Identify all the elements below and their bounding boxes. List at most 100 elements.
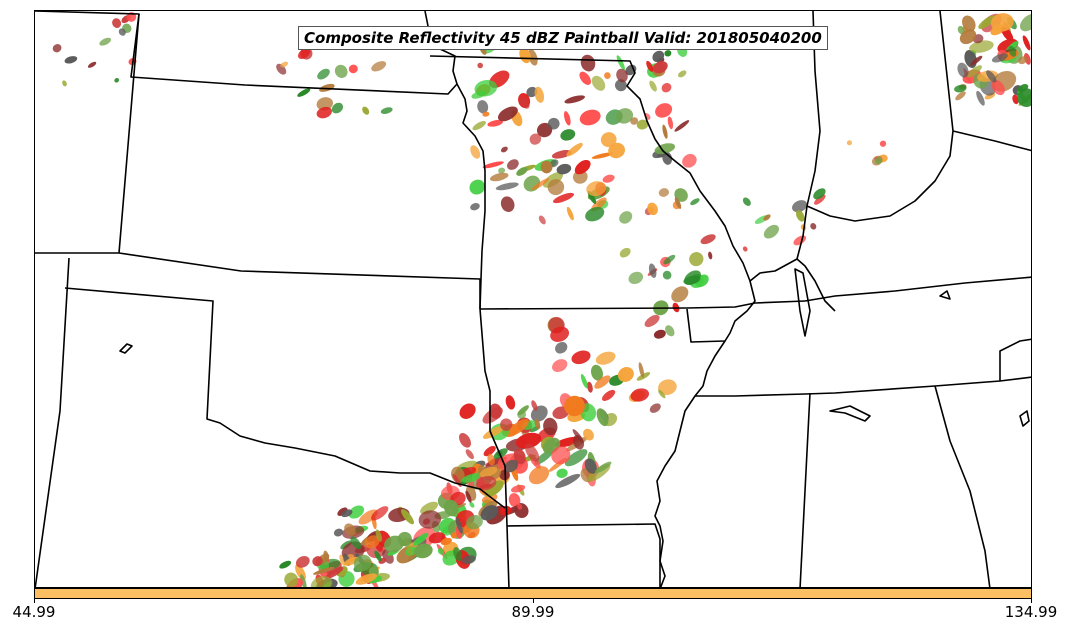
paintball-blob	[616, 55, 625, 71]
paintball-blob	[547, 179, 565, 196]
paintball-blob	[556, 163, 572, 175]
paintball-blob	[990, 13, 1014, 32]
paintball-blob	[371, 61, 387, 72]
paintball-blob	[472, 120, 486, 131]
paintball-blob	[371, 506, 389, 521]
paintball-blob	[580, 54, 596, 72]
paintball-blob	[689, 252, 704, 267]
paintball-blob	[516, 167, 528, 176]
paintball-blob	[970, 55, 983, 66]
paintball-blob	[507, 159, 519, 170]
paintball-blob	[550, 326, 570, 342]
paintball-blob	[587, 381, 593, 393]
paintball-blob	[1012, 94, 1019, 105]
paintball-blob	[595, 461, 612, 473]
paintball-blob	[453, 547, 463, 562]
border-segment	[796, 258, 836, 312]
paintball-blob	[493, 448, 508, 459]
paintball-blob	[334, 64, 348, 79]
paintball-blob	[644, 314, 660, 328]
paintball-blob	[461, 555, 476, 565]
paintball-blob	[313, 566, 335, 575]
paintball-blob	[465, 490, 472, 503]
paintball-blob	[469, 501, 475, 508]
paintball-blob	[574, 159, 591, 175]
paintball-blob	[600, 132, 617, 148]
paintball-blob	[667, 116, 674, 130]
paintball-blob	[957, 62, 969, 78]
lake-outline	[794, 268, 811, 337]
paintball-blob	[566, 206, 574, 221]
paintball-blob	[538, 215, 546, 225]
paintball-blob	[364, 535, 380, 549]
paintball-blob	[649, 80, 657, 92]
paintball-blob	[591, 364, 603, 381]
colorbar-tick-label-mid: 89.99	[511, 603, 555, 621]
map-title: Composite Reflectivity 45 dBZ Paintball …	[298, 26, 828, 50]
border-segment	[952, 130, 1031, 152]
paintball-blob	[630, 388, 650, 402]
paintball-blob	[619, 211, 633, 224]
paintball-blob	[500, 418, 513, 431]
paintball-blob	[477, 62, 484, 69]
colorbar-tick-mark	[533, 599, 534, 603]
paintball-blob	[64, 56, 78, 64]
paintball-blob	[295, 556, 310, 568]
paintball-blob	[652, 50, 665, 63]
border-segment	[695, 376, 1031, 397]
paintball-blob	[690, 198, 700, 206]
paintball-blob	[474, 79, 498, 97]
paintball-blob	[661, 82, 672, 93]
colorbar-tick-mark	[1031, 599, 1032, 603]
paintball-blob	[513, 448, 526, 465]
paintball-blob	[986, 70, 997, 83]
paintball-blob	[700, 234, 716, 245]
paintball-blob	[978, 15, 996, 29]
paintball-blob	[579, 109, 601, 126]
paintball-blob	[564, 449, 588, 467]
paintball-blob	[584, 458, 597, 474]
paintball-blob	[638, 362, 645, 378]
paintball-blob	[482, 425, 505, 439]
paintball-blob	[566, 142, 583, 157]
paintball-blob	[962, 15, 976, 32]
colorbar	[34, 588, 1032, 599]
paintball-blob	[636, 119, 649, 130]
paintball-blob	[397, 531, 412, 547]
paintball-blob	[508, 493, 521, 508]
paintball-blob	[298, 48, 311, 59]
colorbar-tick-label-min: 44.99	[12, 603, 56, 621]
paintball-blob	[531, 178, 550, 191]
paintball-blob	[678, 70, 687, 78]
paintball-blob	[317, 68, 330, 80]
paintball-blob	[810, 223, 817, 230]
paintball-blob	[482, 111, 490, 117]
border-segment	[799, 392, 811, 587]
paintball-blob	[586, 181, 607, 197]
paintball-blob	[114, 77, 120, 83]
paintball-blob	[495, 182, 519, 191]
paintball-blob	[619, 247, 631, 258]
paintball-blob	[87, 61, 97, 68]
paintball-blob	[459, 403, 476, 419]
paintball-blob	[552, 192, 575, 204]
paintball-blob	[475, 476, 497, 491]
paintball-blob	[555, 473, 581, 489]
paintball-blob	[955, 91, 966, 101]
paintball-blob	[658, 389, 666, 399]
map-panel: Composite Reflectivity 45 dBZ Paintball …	[34, 10, 1032, 588]
border-segment	[934, 385, 991, 587]
paintball-blob	[653, 329, 666, 339]
paintball-blob	[358, 509, 378, 525]
paintball-blob	[348, 505, 365, 519]
paintball-blob	[813, 188, 826, 200]
paintball-blob	[484, 480, 504, 497]
paintball-blob	[528, 466, 550, 485]
paintball-blob	[879, 140, 887, 147]
paintball-blob	[602, 174, 615, 183]
paintball-blob	[497, 106, 518, 122]
paintball-blob	[487, 119, 503, 127]
border-segment	[749, 11, 821, 282]
paintball-blob	[742, 197, 751, 206]
paintball-blob	[614, 79, 627, 92]
